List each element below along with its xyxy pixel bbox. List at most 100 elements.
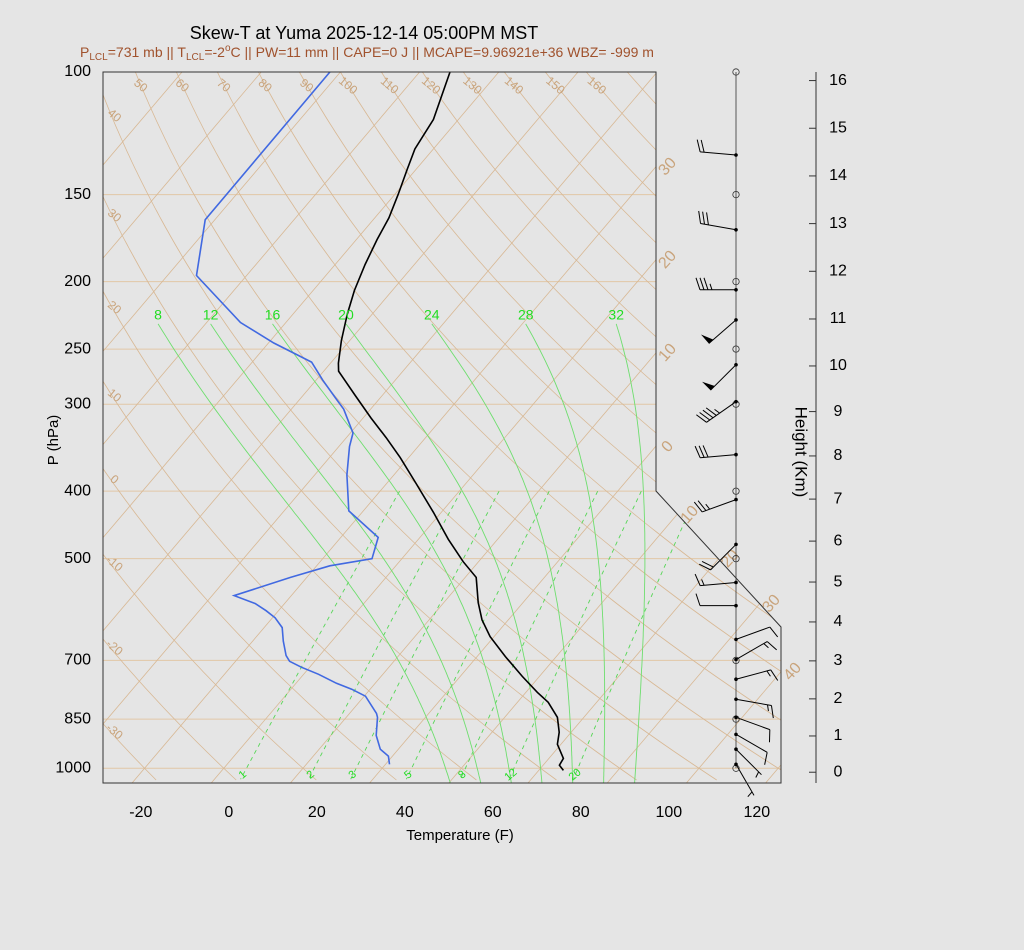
barb-full	[699, 412, 711, 421]
barb-half	[701, 579, 705, 586]
moist-adiabat	[431, 323, 574, 783]
barb-staff	[735, 669, 771, 680]
barb-full	[696, 414, 707, 423]
wind-barb	[734, 641, 777, 662]
y2-tick-label: 12	[829, 263, 847, 280]
barb-staff	[735, 698, 772, 707]
subtitle-part: LCL	[89, 52, 108, 63]
wind-barb	[734, 747, 762, 778]
moist-adiabat-label: 8	[154, 307, 162, 323]
level-circle	[732, 191, 740, 199]
moist-adiabat-label: 32	[608, 307, 624, 323]
subtitle-part: o	[225, 43, 231, 54]
wind-barb	[734, 732, 768, 765]
wind-barb	[693, 497, 738, 513]
barb-staff	[735, 626, 770, 640]
barb-staff	[700, 454, 737, 459]
barb-staff	[702, 499, 737, 513]
level-circle	[732, 656, 740, 664]
chart-title: Skew-T at Yuma 2025-12-14 05:00PM MST	[190, 23, 539, 43]
barb-pennant	[702, 381, 715, 391]
y2-tick-label: 0	[834, 763, 843, 780]
wind-barb	[699, 542, 738, 571]
subtitle-part: =731 mb || T	[108, 44, 187, 60]
barb-half	[766, 670, 771, 677]
plot-frame	[102, 71, 782, 784]
x-tick-label: 100	[655, 804, 682, 821]
dry-adiabat	[176, 72, 781, 781]
subtitle-part: LCL	[186, 52, 205, 63]
wind-barb	[734, 697, 774, 719]
dry-adiabat	[503, 72, 781, 781]
barb-staff	[735, 764, 755, 796]
barb-full	[698, 445, 705, 458]
moist-adiabat	[615, 323, 646, 783]
x-tick-label: 80	[572, 804, 590, 821]
barb-staff	[700, 151, 737, 156]
mixing-ratio-line	[459, 490, 599, 780]
barb-full	[770, 705, 774, 719]
dry-adiabat	[103, 72, 397, 781]
moist-adiabat	[272, 323, 512, 783]
mixing-ratio-line	[508, 491, 642, 780]
wind-barb	[734, 762, 755, 798]
barb-full	[702, 445, 709, 458]
wind-barb	[734, 626, 779, 642]
barb-half	[709, 283, 713, 290]
x-tick-label: 40	[396, 804, 414, 821]
moist-adiabat-label: 28	[518, 307, 534, 323]
mixing-ratio-line	[240, 490, 400, 780]
subtitle-part: C || PW=11 mm || CAPE=0 J || MCAPE=9.969…	[231, 44, 654, 60]
dry-adiabat	[103, 72, 557, 781]
dry-adiabat	[103, 72, 477, 781]
profile-layer	[195, 72, 565, 771]
x-tick-label: -20	[129, 804, 152, 821]
subtitle-part: P	[80, 44, 89, 60]
dry-adiabat	[299, 72, 781, 781]
y2-tick-label: 11	[830, 310, 847, 327]
isotherm	[103, 72, 500, 783]
barb-staff	[710, 544, 737, 571]
mixing-ratio-line	[350, 490, 500, 780]
y-tick-label: 300	[64, 395, 91, 412]
y-tick-label: 200	[64, 273, 91, 290]
y-tick-label: 500	[64, 550, 91, 567]
wind-barb	[702, 362, 738, 391]
barb-full	[702, 211, 705, 225]
moist-adiabat-label: 16	[265, 307, 281, 323]
moist-adiabat	[210, 323, 482, 783]
barb-staff	[735, 716, 770, 731]
moist-adiabat	[525, 323, 606, 783]
barb-full	[766, 641, 777, 651]
barb-staff	[700, 581, 737, 587]
barb-half	[714, 408, 720, 414]
isotherm	[103, 72, 341, 783]
barb-staff	[735, 641, 768, 660]
isotherm	[606, 72, 781, 783]
wind-barb	[696, 399, 738, 423]
dry-adiabat	[135, 72, 781, 781]
barb-full	[695, 277, 701, 290]
y-tick-label: 150	[64, 186, 91, 203]
moist-adiabat-label: 20	[338, 307, 354, 323]
level-circle	[732, 68, 740, 76]
dry-adiabat	[103, 72, 717, 781]
barb-full	[699, 563, 711, 571]
wind-layer	[693, 68, 779, 798]
level-circle	[732, 345, 740, 353]
barb-full	[769, 626, 779, 638]
wind-barb	[698, 210, 738, 232]
barb-full	[702, 409, 714, 419]
y-tick-label: 1000	[55, 759, 91, 776]
isotherm	[527, 72, 781, 783]
isotherm	[103, 72, 579, 783]
barb-full	[695, 593, 701, 606]
isotherm	[131, 72, 737, 783]
barb-pennant	[700, 334, 714, 344]
y2-tick-label: 15	[829, 119, 847, 136]
dry-adiabat	[103, 72, 317, 781]
moist-adiabat	[157, 323, 451, 783]
barb-full	[701, 560, 714, 568]
level-circle	[732, 487, 740, 495]
